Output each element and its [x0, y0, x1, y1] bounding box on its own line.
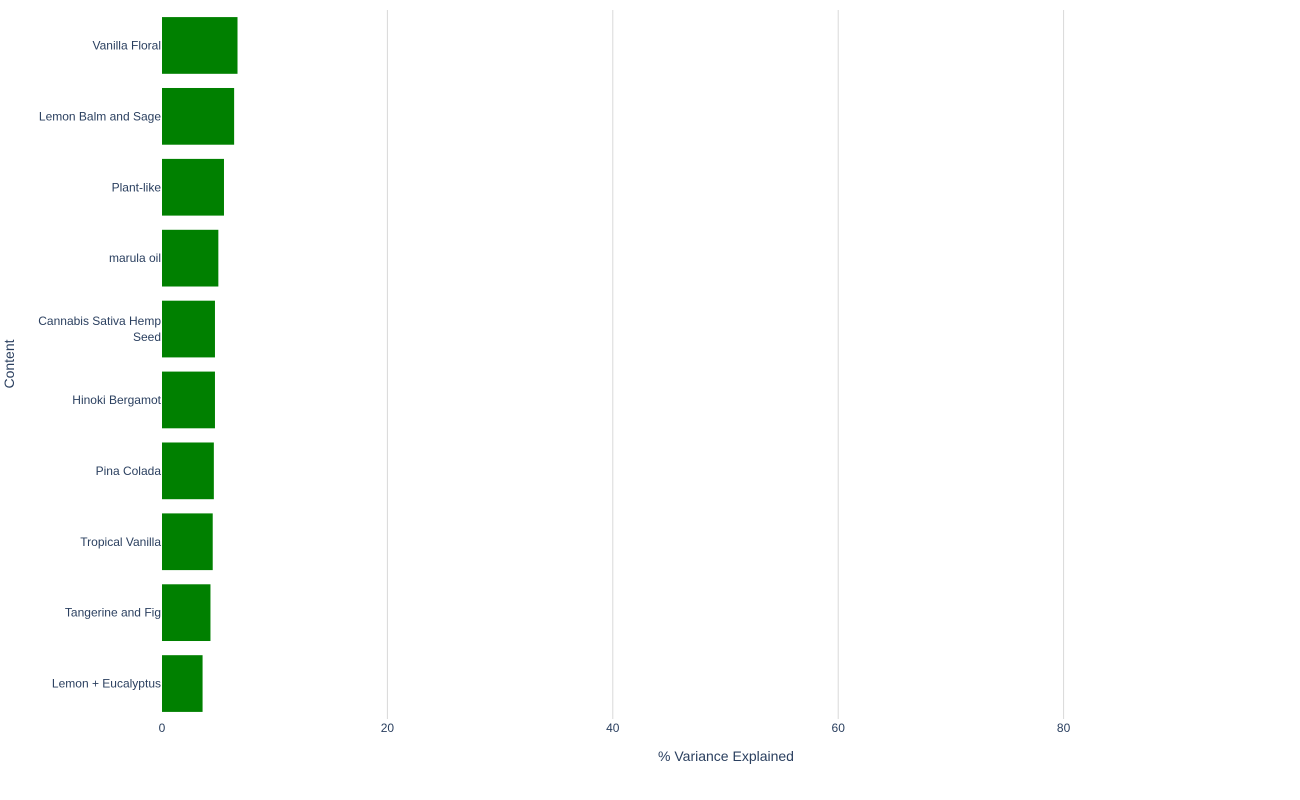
bar — [162, 371, 215, 429]
bar — [162, 17, 238, 74]
y-axis-title: Content — [1, 339, 17, 388]
grid-lines — [386, 10, 1065, 719]
y-tick-label: Tangerine and Fig — [65, 606, 161, 620]
bars — [162, 17, 238, 712]
x-tick-label: 40 — [606, 721, 620, 735]
x-tick-label: 0 — [159, 721, 166, 735]
y-tick-label: Lemon Balm and Sage — [39, 109, 161, 123]
y-tick-label: Pina Colada — [96, 464, 162, 478]
y-tick-label: Tropical Vanilla — [80, 535, 161, 549]
bar — [162, 442, 214, 500]
bar — [162, 87, 235, 145]
bar — [162, 158, 224, 216]
x-tick-label: 20 — [381, 721, 395, 735]
bar — [162, 655, 203, 712]
y-tick-label: Lemon + Eucalyptus — [52, 677, 161, 691]
y-tick-label: Cannabis Sativa Hemp Seed — [38, 314, 161, 344]
bar — [162, 584, 211, 642]
y-tick-label: Hinoki Bergamot — [72, 393, 161, 407]
y-tick-labels: Vanilla Floral Lemon Balm and Sage Plant-l… — [38, 38, 161, 690]
x-tick-label: 80 — [1057, 721, 1071, 735]
bar — [162, 300, 215, 358]
x-tick-label: 60 — [832, 721, 846, 735]
x-tick-labels: 0 20 40 60 80 — [159, 721, 1071, 735]
y-tick-label: Vanilla Floral — [93, 38, 161, 52]
x-axis-title: % Variance Explained — [658, 748, 794, 764]
bar — [162, 513, 213, 571]
bar — [162, 229, 219, 287]
y-tick-label: marula oil — [109, 251, 161, 265]
y-tick-label: Plant-like — [112, 180, 162, 194]
